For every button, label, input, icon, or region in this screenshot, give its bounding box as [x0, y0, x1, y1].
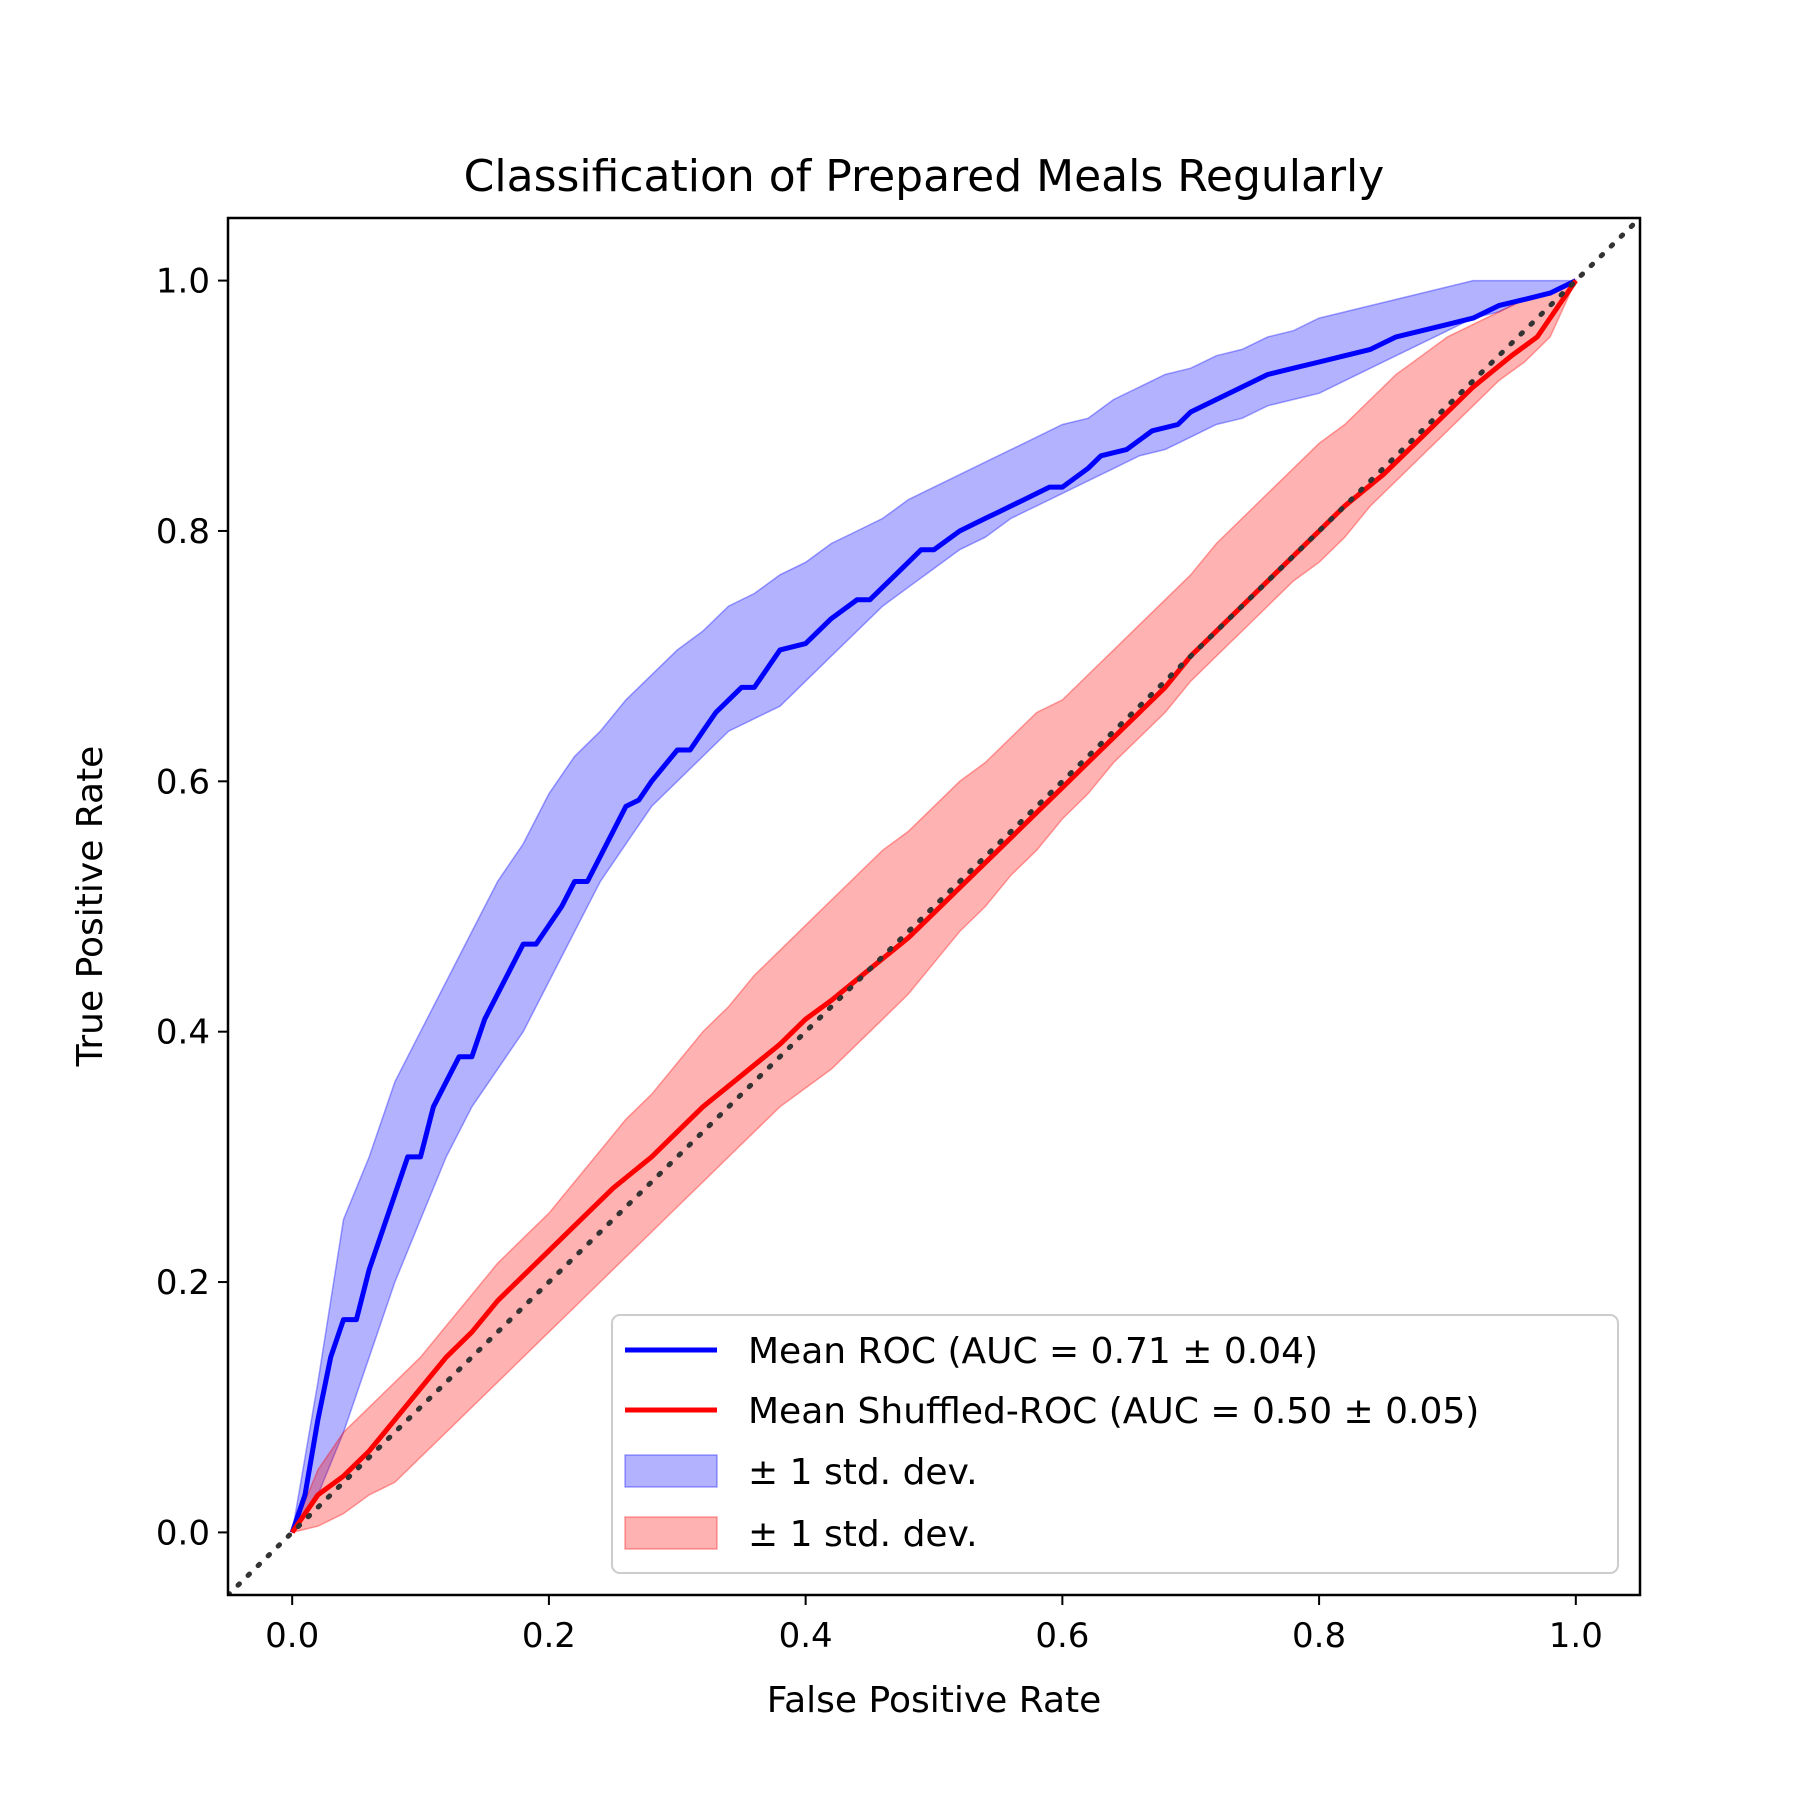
- legend-swatch-roc-band: [624, 1454, 718, 1488]
- y-tick-label: 0.4: [156, 1013, 210, 1053]
- y-tick-label: 0.0: [156, 1513, 210, 1553]
- y-axis: 0.0 0.2 0.4 0.6 0.8 1.0: [156, 262, 228, 1553]
- chart-title: Classification of Prepared Meals Regular…: [464, 151, 1385, 202]
- plot-area: [228, 218, 1640, 1595]
- y-tick-label: 0.2: [156, 1263, 210, 1303]
- y-tick-label: 1.0: [156, 262, 210, 302]
- legend: Mean ROC (AUC = 0.71 ± 0.04) Mean Shuffl…: [611, 1314, 1619, 1574]
- x-axis: 0.0 0.2 0.4 0.6 0.8 1.0: [265, 1595, 1603, 1656]
- x-tick-label: 0.4: [779, 1616, 833, 1656]
- x-tick-label: 0.0: [265, 1616, 319, 1656]
- x-tick-label: 0.6: [1035, 1616, 1089, 1656]
- legend-label-shuffled-roc: Mean Shuffled-ROC (AUC = 0.50 ± 0.05): [748, 1391, 1479, 1432]
- legend-label-shuffled-band: ± 1 std. dev.: [748, 1514, 978, 1555]
- series-line-1: [290, 279, 1578, 1534]
- x-tick-label: 0.8: [1292, 1616, 1346, 1656]
- y-axis-title: True Positive Rate: [70, 746, 111, 1068]
- y-tick-label: 0.6: [156, 762, 210, 802]
- y-tick-label: 0.8: [156, 512, 210, 552]
- legend-label-mean-roc: Mean ROC (AUC = 0.71 ± 0.04): [748, 1331, 1318, 1372]
- series-line-0: [289, 278, 1577, 1534]
- x-tick-label: 0.2: [522, 1616, 576, 1656]
- legend-swatch-shuffled-band: [624, 1516, 718, 1550]
- legend-box: [611, 1314, 1619, 1574]
- x-axis-title: False Positive Rate: [767, 1680, 1102, 1721]
- x-tick-label: 1.0: [1549, 1616, 1603, 1656]
- legend-label-roc-band: ± 1 std. dev.: [748, 1452, 978, 1493]
- plot-frame: [226, 216, 1642, 1597]
